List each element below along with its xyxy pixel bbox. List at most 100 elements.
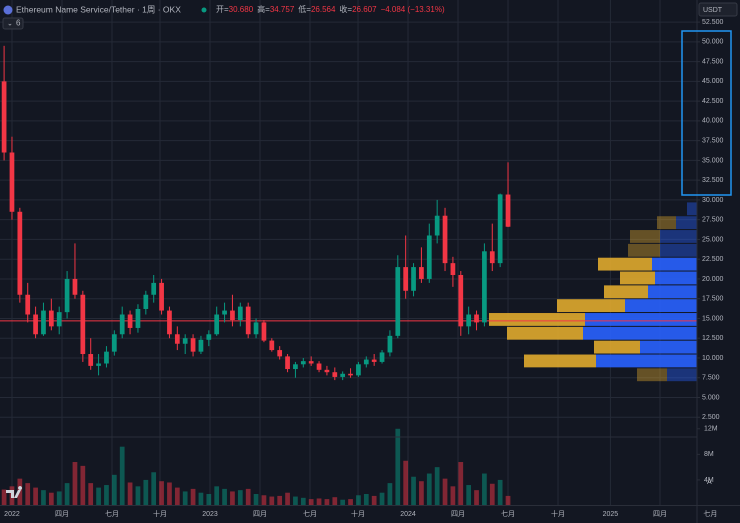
profile-down [489,313,585,326]
change-value: −4.084 (−13.31%) [381,5,445,14]
volume-bar [222,488,227,506]
candle-body [379,352,385,362]
volume-bar [143,479,149,506]
candle-body [474,314,479,323]
volume-bar [466,485,472,506]
ohlc-value: 30.680 [229,5,254,14]
candle-body [403,267,409,291]
candle-body [96,363,101,366]
y-tick-label: 40.000 [702,118,724,125]
auto-scale-button[interactable]: A [707,479,712,486]
volume-bar [48,492,54,506]
candle-body [261,322,267,341]
candle-body [450,263,456,275]
candle-body [419,267,424,279]
volume-bar [96,487,101,506]
candle-body [25,294,31,315]
volume-bar [316,498,322,506]
ohlc-value: 26.564 [311,5,336,14]
candle-body [151,282,157,295]
y-tick-label: 30.000 [702,197,724,204]
profile-up [655,271,697,285]
volume-bar [387,483,393,506]
y-tick-label: 10.000 [702,355,724,362]
candle-body [356,364,361,376]
volume-bar [474,490,479,506]
profile-up [596,354,697,368]
ohlc-label: 高= [257,4,270,14]
volume-bar [41,490,46,506]
volume-bar [348,499,353,506]
volume-bar [198,492,204,506]
candle-body [33,314,38,335]
candle-body [442,215,448,264]
candle-body [64,278,70,313]
profile-down [524,354,596,368]
volume-bar [356,495,361,506]
volume-bar [245,488,251,506]
x-tick-label: 七月 [105,509,119,518]
symbol-title[interactable]: Ethereum Name Service/Tether · 1周 · OKX [16,4,181,14]
currency-button[interactable] [698,2,738,17]
candle-body [300,361,306,365]
candle-body [182,338,188,344]
indicator-count: 6 [16,19,21,28]
volume-bar [363,493,369,506]
volume-bar [206,493,212,506]
x-tick-label: 七月 [501,509,515,518]
y-tick-label: 42.500 [702,98,724,105]
y-tick-label: 37.500 [702,137,724,144]
volume-bar [135,486,141,506]
volume-bar [482,473,487,506]
indicator-toggle[interactable] [2,17,24,30]
grid [0,0,697,506]
volume-bar [497,479,503,506]
candle-body [395,267,401,336]
candle-body [119,314,125,335]
volume-bar [269,496,275,506]
candle-body [159,282,164,311]
candle-body [316,363,322,370]
profile-down [630,230,660,243]
y-tick-label: 27.500 [702,217,724,224]
profile-up [648,285,697,299]
y-tick-label: 25.000 [702,236,724,243]
profile-down [620,271,655,285]
profile-down [604,285,648,299]
x-tick-label: 2022 [4,511,20,518]
candle-body [324,369,330,373]
volume-bar [214,486,220,506]
volume-bar [151,472,157,506]
candle-body [277,350,283,357]
y-tick-label: 47.500 [702,58,724,65]
candle-body [214,314,220,335]
profile-down [637,368,667,382]
y-tick-label: 35.000 [702,157,724,164]
x-tick-label: 十月 [153,509,167,518]
market-status [201,7,207,13]
x-tick-label: 七月 [303,509,317,518]
axes: 2.500 5.000 7.500 10.000 12.500 15.000 17.500 2… [4,19,723,518]
volume-bar [442,478,448,506]
y-tick-label: 2.500 [702,414,720,421]
y-tick-label: 50.000 [702,39,724,46]
x-tick-label: 2023 [202,511,218,518]
volume-bar [88,483,94,506]
volume-bar [111,474,117,506]
volume-bar [237,490,243,506]
ohlc-label: 收= [339,4,352,14]
candle-body [340,373,346,377]
candle-body [230,310,235,321]
volume-bar [458,462,464,506]
volume-bar [395,428,401,506]
candle-body [72,278,78,295]
profile-up [583,326,697,340]
candle-body [371,359,377,362]
volume-bar [379,492,385,506]
ohlc-value: 26.607 [352,5,377,14]
ohlc-value: 34.757 [270,5,295,14]
candle-body [143,294,149,309]
candle-body [17,211,23,295]
volume-bar [167,482,172,506]
volume-bar [505,495,511,506]
